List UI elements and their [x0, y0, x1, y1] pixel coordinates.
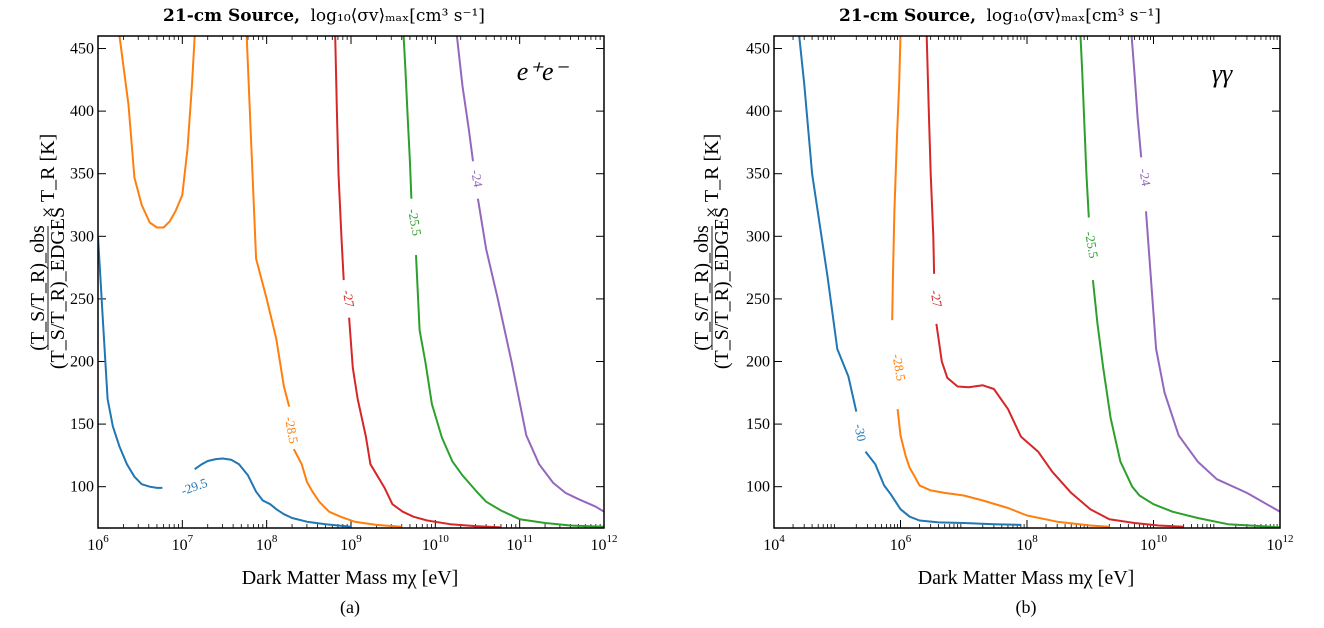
- series-line: [1079, 36, 1280, 528]
- x-minor-ticks: [792, 36, 1278, 528]
- contour-label: -28.5: [889, 353, 908, 382]
- y-axis-label-denominator: (T_S/T_R)_EDGES: [711, 207, 733, 369]
- x-axis-label: Dark Matter Mass mχ [eV]: [242, 567, 459, 589]
- series-line: [402, 36, 604, 528]
- x-tick-label: 1012: [591, 533, 618, 554]
- x-minor-ticks: [122, 36, 601, 528]
- y-tick-label: 200: [70, 353, 94, 370]
- chart-title: 21-cm Source, log₁₀⟨σv⟩ₘₐₓ[cm³ s⁻¹]: [163, 6, 485, 26]
- chart-title: 21-cm Source, log₁₀⟨σv⟩ₘₐₓ[cm³ s⁻¹]: [839, 6, 1161, 26]
- y-tick-label: 150: [746, 416, 770, 433]
- x-tick-label: 106: [890, 533, 912, 554]
- series-line: [925, 36, 1184, 528]
- y-axis-label-numerator: (T_S/T_R)_obs: [691, 225, 713, 351]
- y-tick-label: 400: [70, 103, 94, 120]
- y-axis-label: (T_S/T_R)_obs (T_S/T_R)_EDGES × T_R [K]: [27, 134, 69, 369]
- y-tick-label: 450: [746, 41, 770, 58]
- channel-label: γγ: [1212, 59, 1233, 88]
- contour-label: -27: [340, 289, 358, 309]
- series-line: [118, 36, 402, 528]
- chart-panel-a: 21-cm Source, log₁₀⟨σv⟩ₘₐₓ[cm³ s⁻¹] 106 1…: [27, 6, 618, 618]
- series-lines: [798, 36, 1280, 528]
- plot-frame: [773, 35, 1281, 529]
- y-axis-label-rest: × T_R [K]: [701, 134, 723, 218]
- panel-label-b: (b): [1016, 597, 1037, 618]
- x-tick-label: 1010: [422, 533, 450, 554]
- y-tick-label: 100: [746, 479, 770, 496]
- series-line: [891, 36, 1110, 528]
- contour-label: -25.5: [405, 208, 424, 237]
- y-tick-label: 300: [746, 228, 770, 245]
- series-line: [334, 36, 502, 528]
- y-tick-label: 400: [746, 103, 770, 120]
- series-line: [455, 36, 604, 513]
- y-tick-label: 350: [746, 166, 770, 183]
- x-axis-label: Dark Matter Mass mχ [eV]: [918, 567, 1135, 589]
- contour-label: -29.5: [179, 475, 210, 498]
- y-axis-label-denominator: (T_S/T_R)_EDGES: [47, 207, 69, 369]
- panel-label-a: (a): [340, 597, 360, 618]
- channel-label: e⁺e⁻: [517, 57, 570, 86]
- x-tick-label: 1012: [1267, 533, 1294, 554]
- y-axis-label-rest: × T_R [K]: [37, 134, 59, 218]
- series-lines: [98, 36, 604, 528]
- y-tick-label: 250: [70, 291, 94, 308]
- y-axis-label-numerator: (T_S/T_R)_obs: [27, 225, 49, 351]
- y-tick-label: 150: [70, 416, 94, 433]
- chart-panel-b: 21-cm Source, log₁₀⟨σv⟩ₘₐₓ[cm³ s⁻¹] 104 1…: [691, 6, 1294, 618]
- x-tick-label: 108: [1016, 533, 1038, 554]
- y-tick-label: 200: [746, 353, 770, 370]
- x-tick-label: 109: [340, 533, 362, 554]
- y-tick-label: 300: [70, 228, 94, 245]
- x-tick-label: 107: [172, 533, 194, 554]
- contour-label: -28.5: [282, 415, 301, 444]
- contour-label: -25.5: [1082, 230, 1101, 259]
- contour-label: -24: [1136, 167, 1154, 187]
- contour-label: -24: [468, 169, 486, 189]
- series-line: [798, 36, 1021, 526]
- x-tick-label: 104: [763, 533, 785, 554]
- x-tick-label: 106: [87, 533, 109, 554]
- y-tick-label: 250: [746, 291, 770, 308]
- series-line: [98, 236, 352, 528]
- x-tick-label: 1010: [1140, 533, 1168, 554]
- y-tick-label: 350: [70, 166, 94, 183]
- plot-area: 104 106 108 1010 1012 100 150 200 250 300 350 400 45…: [746, 35, 1294, 554]
- contour-label: -30: [852, 423, 870, 443]
- x-tick-label: 1011: [506, 533, 533, 554]
- x-tick-label: 108: [256, 533, 278, 554]
- series-line: [1130, 36, 1280, 513]
- y-tick-label: 450: [70, 41, 94, 58]
- plot-frame: [97, 35, 605, 529]
- contour-label: -27: [928, 289, 946, 309]
- plot-area: 106 107 108 109 1010 1011 1012 100 150 200 250 300 3…: [70, 35, 618, 554]
- y-tick-label: 100: [70, 479, 94, 496]
- y-axis-label: (T_S/T_R)_obs (T_S/T_R)_EDGES × T_R [K]: [691, 134, 733, 369]
